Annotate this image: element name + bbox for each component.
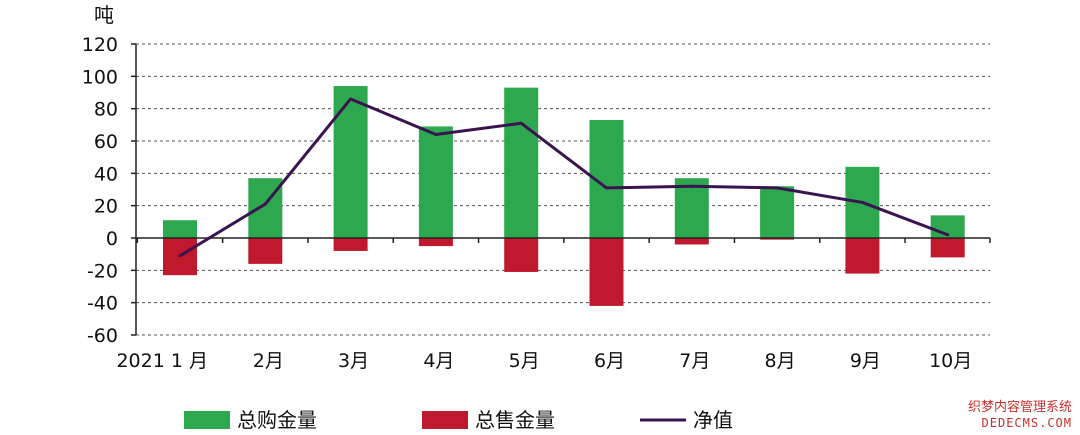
x-tick-label: 8月 xyxy=(765,350,796,372)
legend-label: 净值 xyxy=(693,408,733,432)
buy-bar xyxy=(418,126,453,238)
sell-bar xyxy=(248,238,283,264)
y-tick-labels: 120 100 80 60 40 20 0 -20 -40 -60 xyxy=(82,34,118,347)
y-axis-unit: 吨 xyxy=(94,3,114,27)
x-tick-label: 6月 xyxy=(594,350,625,372)
legend-label: 总购金量 xyxy=(237,408,317,432)
net-value-line xyxy=(178,97,950,258)
buy-bar xyxy=(163,220,197,238)
net-value-point xyxy=(263,202,267,206)
sell-bar xyxy=(504,238,539,272)
y-tick-label: 80 xyxy=(94,99,118,121)
sell-bar xyxy=(589,238,624,306)
y-tick-label: -20 xyxy=(87,260,118,282)
y-tick-label: -60 xyxy=(87,325,118,347)
net-value-point xyxy=(349,97,353,101)
x-tick-label: 2月 xyxy=(253,350,284,372)
x-tick-label: 5月 xyxy=(509,350,540,372)
sell-bar xyxy=(845,238,880,274)
sell-bar xyxy=(333,238,368,251)
y-tick-label: 20 xyxy=(94,196,118,218)
buy-bar xyxy=(333,86,368,239)
net-value-point xyxy=(605,186,608,190)
buy-bar xyxy=(504,87,539,239)
sell-bar xyxy=(760,238,795,240)
y-tick-label: 0 xyxy=(106,228,118,250)
sell-bar xyxy=(418,238,453,247)
net-value-point xyxy=(178,254,182,258)
legend-label: 总售金量 xyxy=(475,408,555,432)
net-value-point xyxy=(690,184,694,188)
y-tick-label: -40 xyxy=(87,293,118,315)
x-tick-label: 10月 xyxy=(929,350,972,372)
net-value-point xyxy=(519,121,523,125)
sell-bar xyxy=(930,238,965,258)
net-value-point xyxy=(946,233,950,237)
sell-bar xyxy=(674,238,709,245)
x-tick-label: 4月 xyxy=(423,350,454,372)
x-tick-label: 3月 xyxy=(338,350,369,372)
buy-bar xyxy=(760,186,795,238)
watermark-line2: DEDECMS.COM xyxy=(982,416,1072,430)
legend: 总购金量 总售金量 净值 xyxy=(184,408,733,432)
net-value-point xyxy=(434,133,438,137)
gridlines xyxy=(136,43,990,336)
net-value-polyline xyxy=(179,97,949,258)
x-tick-labels: 2021 1 月 2月 3月 4月 5月 6月 7月 8月 9月 10月 xyxy=(116,350,972,372)
y-tick-label: 100 xyxy=(82,66,118,88)
watermark: 织梦内容管理系统 DEDECMS.COM xyxy=(968,399,1072,430)
y-tick-label: 120 xyxy=(82,34,118,56)
x-tick-label: 7月 xyxy=(679,350,710,372)
y-tick-label: 40 xyxy=(94,163,118,185)
buy-bar xyxy=(674,178,709,238)
net-value-point xyxy=(860,200,864,204)
legend-swatch xyxy=(184,411,230,429)
bars xyxy=(163,86,965,306)
axes xyxy=(131,43,991,336)
x-tick-label: 9月 xyxy=(850,350,881,372)
legend-swatch xyxy=(422,411,468,429)
x-tick-label: 2021 1 月 xyxy=(116,350,208,372)
y-tick-label: 60 xyxy=(94,131,118,153)
net-value-point xyxy=(775,186,779,190)
watermark-line1: 织梦内容管理系统 xyxy=(968,399,1072,415)
